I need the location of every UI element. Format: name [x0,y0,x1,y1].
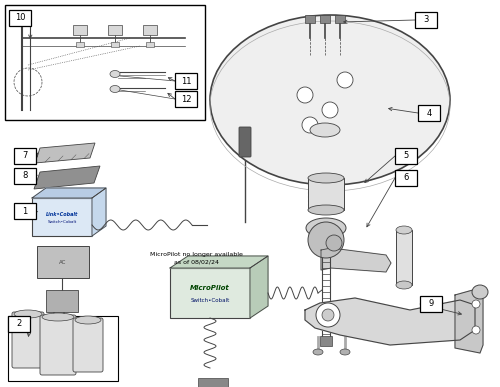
Ellipse shape [110,86,120,92]
Bar [420,296,442,312]
Text: 10: 10 [15,14,25,22]
Bar [198,378,228,387]
Bar [395,170,417,186]
Bar [46,290,78,312]
Polygon shape [455,288,483,353]
Circle shape [297,87,313,103]
Circle shape [322,102,338,118]
Text: 4: 4 [426,108,432,118]
Text: 9: 9 [428,300,434,308]
Bar [320,15,330,23]
Bar [111,42,119,47]
Text: Switch•Cobalt: Switch•Cobalt [190,298,230,303]
Bar [396,230,412,285]
Bar [170,268,250,318]
Bar [305,15,315,23]
Circle shape [316,303,340,327]
FancyBboxPatch shape [40,315,76,375]
Text: AC: AC [60,260,66,264]
Polygon shape [32,188,106,198]
Text: 12: 12 [181,94,191,103]
Ellipse shape [42,313,74,321]
Bar [14,148,36,164]
Ellipse shape [306,218,346,238]
Bar [14,203,36,219]
Circle shape [326,235,342,251]
Ellipse shape [396,226,412,234]
Bar [108,25,122,35]
Ellipse shape [310,123,340,137]
FancyBboxPatch shape [73,318,103,372]
Text: 7: 7 [22,151,28,161]
Ellipse shape [308,173,344,183]
Bar [415,12,437,28]
Circle shape [308,222,344,258]
Ellipse shape [396,281,412,289]
Ellipse shape [472,285,488,299]
Polygon shape [92,188,106,236]
Bar [9,10,31,26]
Circle shape [322,309,334,321]
Bar [175,73,197,89]
Text: 3: 3 [424,15,428,24]
Ellipse shape [75,316,101,324]
Ellipse shape [110,70,120,77]
Bar [143,25,157,35]
Text: 6: 6 [404,173,408,183]
Bar [320,336,332,346]
Polygon shape [34,166,100,189]
Polygon shape [305,298,475,345]
Text: MicroPilot no longer available
as of 08/02/24: MicroPilot no longer available as of 08/… [150,252,242,264]
Bar [14,168,36,184]
Ellipse shape [313,349,323,355]
Circle shape [302,117,318,133]
Text: 1: 1 [22,207,28,216]
Text: MicroPilot: MicroPilot [190,285,230,291]
Text: Switch•Cobalt: Switch•Cobalt [48,220,76,224]
Bar [308,178,344,210]
FancyBboxPatch shape [239,127,251,157]
Ellipse shape [340,349,350,355]
FancyBboxPatch shape [12,312,44,368]
Text: Link•Cobalt: Link•Cobalt [46,212,78,216]
Bar [37,246,89,278]
Circle shape [472,300,480,308]
Bar [175,91,197,107]
Polygon shape [170,256,268,268]
Ellipse shape [14,310,42,318]
Bar [8,316,118,381]
Polygon shape [35,143,95,163]
Polygon shape [321,248,391,272]
Text: 11: 11 [181,77,191,86]
Bar [8,316,30,332]
Bar [146,42,154,47]
Bar [395,148,417,164]
Circle shape [472,326,480,334]
Ellipse shape [308,205,344,215]
Bar [418,105,440,121]
Ellipse shape [210,15,450,185]
Polygon shape [250,256,268,318]
Text: 5: 5 [404,151,408,161]
Bar [32,198,92,236]
Bar [73,25,87,35]
Circle shape [337,72,353,88]
Bar [76,42,84,47]
Text: 2: 2 [16,320,21,329]
Bar [335,15,345,23]
Text: 8: 8 [22,171,28,180]
Bar [5,5,205,120]
